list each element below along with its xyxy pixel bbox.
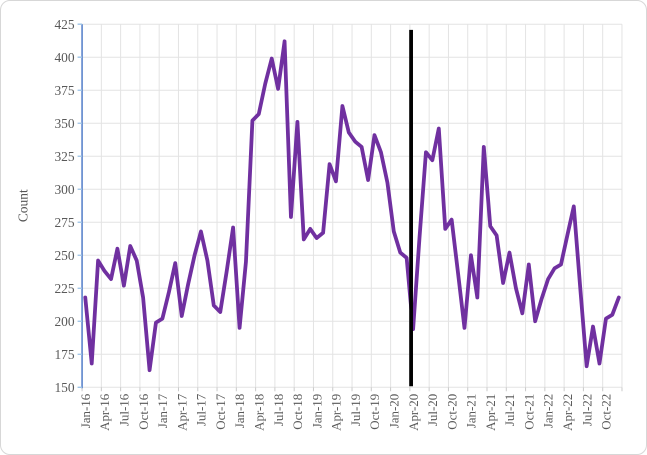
y-tick-labels: 150 175 200 225 250 275 300 325 350 375 400 425 xyxy=(54,17,74,395)
x-tick-label: Jan-21 xyxy=(464,394,479,429)
y-tick-label: 250 xyxy=(54,248,74,263)
y-tick-label: 375 xyxy=(54,83,74,98)
x-tick-label: Apr-20 xyxy=(406,394,421,431)
y-gridlines xyxy=(82,23,622,388)
y-tick-label: 400 xyxy=(54,50,74,65)
y-tick-label: 175 xyxy=(54,347,74,362)
x-tick-label: Apr-16 xyxy=(97,393,112,431)
x-tick-label: Jan-19 xyxy=(309,394,324,429)
y-tick-marks xyxy=(77,23,83,388)
x-tick-label: Apr-18 xyxy=(252,394,267,431)
x-tick-label: Jan-22 xyxy=(541,394,556,429)
y-tick-label: 425 xyxy=(54,17,74,32)
x-tick-label: Apr-22 xyxy=(560,394,575,431)
x-tick-label: Oct-22 xyxy=(599,394,614,430)
x-tick-label: Jan-18 xyxy=(232,394,247,429)
x-tick-label: Jul-19 xyxy=(348,394,363,426)
x-tick-label: Oct-21 xyxy=(521,394,536,430)
x-gridlines xyxy=(100,24,623,388)
x-tick-label: Jan-17 xyxy=(155,393,170,428)
x-tick-label: Jul-17 xyxy=(194,393,209,426)
x-tick-label: Jul-21 xyxy=(502,394,517,426)
y-tick-label: 350 xyxy=(54,116,74,131)
x-tick-label: Oct-19 xyxy=(367,394,382,430)
x-tick-marks xyxy=(81,387,623,392)
y-tick-label: 325 xyxy=(54,149,74,164)
data-series-line xyxy=(83,39,621,373)
x-tick-label: Apr-21 xyxy=(483,394,498,431)
x-tick-label: Oct-17 xyxy=(213,393,228,429)
y-tick-label: 150 xyxy=(54,380,74,395)
x-tick-label: Apr-19 xyxy=(329,394,344,431)
y-tick-label: 200 xyxy=(54,314,74,329)
x-tick-label: Jul-20 xyxy=(425,394,440,426)
x-tick-label: Jan-20 xyxy=(386,394,401,429)
y-tick-label: 225 xyxy=(54,281,74,296)
y-tick-label: 275 xyxy=(54,215,74,230)
x-tick-label: Oct-18 xyxy=(290,394,305,430)
x-tick-label: Jul-22 xyxy=(579,394,594,426)
y-tick-label: 300 xyxy=(54,182,74,197)
x-tick-label: Jan-16 xyxy=(78,393,93,428)
x-tick-label: Oct-20 xyxy=(444,394,459,430)
x-tick-label: Apr-17 xyxy=(174,393,189,431)
x-tick-label: Jul-16 xyxy=(117,393,132,426)
x-tick-label: Oct-16 xyxy=(136,393,151,429)
x-tick-labels: Jan-16 Apr-16 Jul-16 Oct-16 Jan-17 Apr-17 Jul-… xyxy=(78,393,614,431)
y-axis-title: Count xyxy=(15,189,30,222)
x-tick-label: Jul-18 xyxy=(271,394,286,426)
